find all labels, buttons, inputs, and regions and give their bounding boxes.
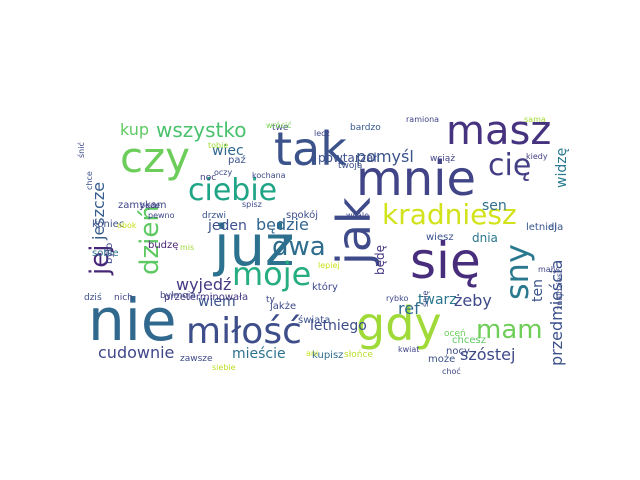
word-21: cudownie [98,343,174,362]
word-88: śnię [420,291,430,307]
word-14: sny [498,244,536,300]
word-11: ciebie [188,173,277,208]
word-86: chce [85,171,94,190]
word-76: siebie [212,363,236,372]
word-71: oceń [444,329,466,339]
word-49: może [428,354,455,365]
word-18: jej [85,245,115,276]
word-63: drzwi [202,211,226,221]
word-13: dzień [135,205,165,275]
word-12: moje [232,255,311,293]
word-34: wiem [198,294,236,310]
word-69: sama [524,115,546,124]
word-32: ten [530,279,546,302]
word-17: dwa [272,232,326,262]
word-16: mam [476,315,543,345]
word-29: ref [398,299,420,318]
word-36: jeden [207,218,247,234]
word-44: letniej [526,222,557,233]
word-7: masz [446,108,551,154]
word-22: szóstej [460,345,515,364]
word-82: noc [200,173,216,183]
word-42: sobie [92,248,119,259]
word-56: świata [298,314,330,326]
word-83: tobie [208,141,228,150]
word-45: dla [548,222,563,233]
word-50: spokój [286,209,318,221]
word-66: bardzo [350,123,381,133]
word-68: kiedy [526,152,548,161]
word-91: mis [180,243,194,252]
word-80: wrócić [266,120,292,130]
word-46: kupisz [312,350,343,361]
word-70: mały [538,265,558,274]
word-54: przeterminowała [164,292,248,303]
word-33: letniego [310,318,367,334]
word-89: ani [306,349,318,358]
word-6: gdy [356,297,442,351]
word-25: będzie [256,215,309,234]
word-52: zamykam [118,200,167,211]
word-96: znajdziesz [555,269,564,310]
word-77: lepiej [318,261,340,270]
word-39: powtarzał [318,151,377,165]
word-24: jeszcze [89,182,108,241]
word-31: żeby [454,291,492,310]
word-9: miłość [186,311,302,352]
word-20: pomyśl [356,147,414,166]
word-0: już [212,214,294,279]
word-5: jak [327,197,381,266]
word-15: cię [488,148,531,183]
word-79: lecz [314,129,330,138]
word-90: spisz [242,200,262,209]
word-3: mnie [356,151,476,207]
word-51: paź [228,154,246,166]
word-53: koniec [92,219,124,230]
word-23: przedmieścia [547,260,566,366]
word-59: było [104,243,115,264]
word-75: zawsze [180,354,213,364]
word-35: mieście [232,346,286,362]
word-4: się [410,232,481,290]
word-8: czy [120,133,190,182]
word-55: który [312,281,338,293]
word-28: wyjedź [176,275,231,294]
word-47: nocy [446,346,470,357]
word-2: tak [274,122,347,176]
word-72: rybko [386,294,408,303]
word-60: dziś [84,292,102,303]
word-1: nie [88,286,177,354]
word-37: sen [482,198,507,214]
word-84: będe [140,201,160,210]
word-85: pewno [148,211,175,220]
word-65: wciąż [430,154,455,164]
word-73: kwiat [398,345,419,354]
word-92: obok [117,221,137,230]
word-48: chcesz [452,335,486,346]
word-74: słońce [344,350,373,360]
word-81: oczy [214,168,232,177]
word-62: byłmoja [160,291,196,301]
word-43: jakże [269,301,296,312]
word-87: śnić [76,142,86,158]
word-94: kochana [252,171,286,180]
word-95: choć [442,366,461,376]
word-78: twe [272,123,289,133]
word-30: twarz [418,292,457,308]
word-27: kup [120,120,149,139]
word-57: wiesz [426,232,454,243]
word-64: twoją [338,161,363,171]
word-93: wcale [346,211,369,220]
word-41: będę [373,245,387,275]
word-19: wszystko [156,118,246,142]
word-61: nich [114,293,133,303]
word-38: widzę [554,148,570,188]
word-58: budzę [148,240,178,251]
word-10: kradniesz [382,198,517,231]
word-67: ramiona [406,115,439,124]
word-40: dnia [472,231,498,245]
word-26: wiec [212,143,244,159]
word-97: ty [266,295,276,305]
